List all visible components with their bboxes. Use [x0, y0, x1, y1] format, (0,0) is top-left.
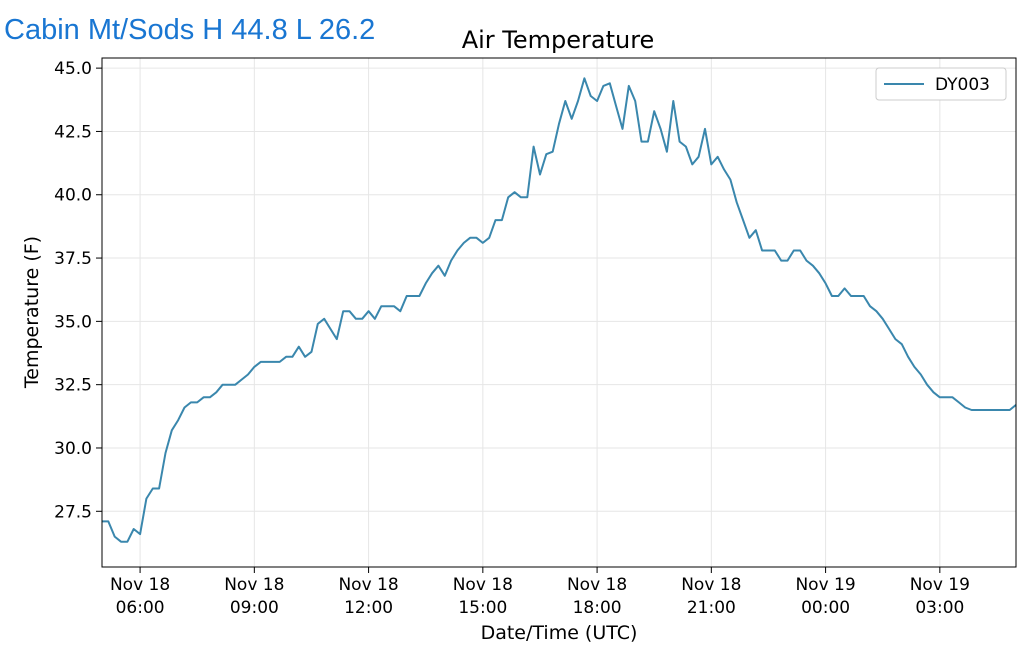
y-tick-label: 40.0 [54, 186, 92, 206]
y-tick-label: 30.0 [54, 439, 92, 459]
series-line-dy003 [102, 77, 1017, 543]
x-tick-label-date: Nov 18 [110, 575, 170, 595]
x-tick-label-time: 12:00 [344, 598, 393, 618]
x-tick-label-time: 03:00 [915, 598, 964, 618]
chart-title: Air Temperature [462, 26, 655, 54]
legend-label: DY003 [935, 75, 990, 95]
legend-box [875, 67, 1007, 101]
station-summary-title: Cabin Mt/Sods H 44.8 L 26.2 [4, 14, 376, 46]
x-tick-label-date: Nov 19 [910, 575, 970, 595]
y-tick-label: 42.5 [54, 122, 92, 142]
x-axis-ticks: Nov 18 06:00 Nov 18 09:00 Nov 18 12:00 Nov 18 1… [110, 567, 970, 618]
x-tick-label-time: 18:00 [573, 598, 622, 618]
plot-frame [101, 57, 1017, 568]
x-tick-label-time: 09:00 [230, 598, 279, 618]
x-tick-label-time: 21:00 [687, 598, 736, 618]
y-tick-label: 27.5 [54, 502, 92, 522]
x-tick-label-time: 00:00 [801, 598, 850, 618]
y-tick-label: 45.0 [54, 59, 92, 79]
x-tick-label-date: Nov 18 [338, 575, 398, 595]
y-tick-label: 32.5 [54, 376, 92, 396]
x-tick-label-time: 06:00 [116, 598, 165, 618]
x-tick-label-time: 15:00 [458, 598, 507, 618]
legend: DY003 [875, 67, 1007, 101]
series-layer [102, 77, 1017, 543]
x-axis-label: Date/Time (UTC) [481, 622, 638, 644]
x-tick-label-date: Nov 18 [681, 575, 741, 595]
x-tick-label-date: Nov 18 [224, 575, 284, 595]
x-tick-label-date: Nov 19 [795, 575, 855, 595]
y-tick-label: 37.5 [54, 249, 92, 269]
y-tick-label: 35.0 [54, 312, 92, 332]
x-tick-label-date: Nov 18 [453, 575, 513, 595]
y-axis-ticks: 27.5 30.0 32.5 35.0 37.5 40.0 42.5 45.0 [54, 59, 102, 522]
grid-lines [102, 58, 1016, 567]
y-axis-label: Temperature (F) [21, 236, 43, 389]
x-tick-label-date: Nov 18 [567, 575, 627, 595]
